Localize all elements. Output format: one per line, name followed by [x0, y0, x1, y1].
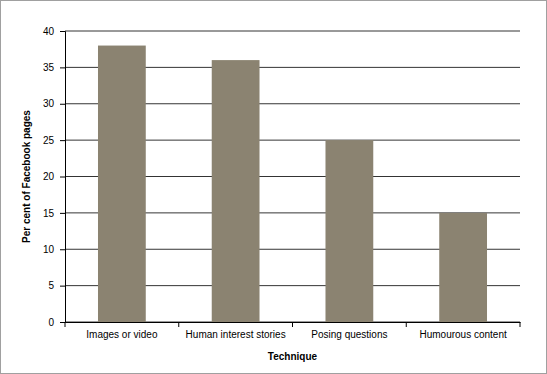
y-tick-label: 0 — [48, 317, 54, 328]
y-tick: 25 — [43, 135, 65, 146]
y-tick: 5 — [48, 280, 65, 291]
y-tick: 0 — [48, 317, 65, 328]
x-tick-label: Posing questions — [311, 329, 387, 340]
x-separator — [406, 322, 407, 327]
x-separator — [520, 322, 521, 327]
y-tick-mark — [60, 104, 65, 105]
x-tick: Humourous content — [419, 322, 506, 340]
x-axis-title: Technique — [268, 351, 318, 362]
y-tick-label: 10 — [43, 244, 55, 255]
x-separator — [65, 322, 66, 327]
x-tick: Posing questions — [311, 322, 387, 340]
y-tick-label: 25 — [43, 135, 55, 146]
y-tick-label: 20 — [43, 171, 55, 182]
y-tick-mark — [60, 286, 65, 287]
bar — [439, 213, 487, 322]
bar — [212, 60, 260, 322]
chart: 0 5 10 15 20 25 30 35 40 Images or video Human int… — [0, 0, 547, 374]
y-tick-label: 35 — [43, 62, 55, 73]
y-tick-mark — [60, 67, 65, 68]
x-axis: Images or video Human interest stories Pos… — [66, 322, 521, 340]
x-separators — [65, 322, 520, 327]
frame — [1, 1, 547, 374]
y-tick: 15 — [43, 208, 65, 219]
grid-line — [65, 31, 520, 32]
y-tick-mark — [60, 322, 65, 323]
y-tick: 30 — [43, 98, 65, 109]
x-separator — [292, 322, 293, 327]
y-tick-label: 40 — [43, 26, 55, 37]
y-tick-mark — [60, 177, 65, 178]
y-axis: 0 5 10 15 20 25 30 35 40 — [43, 26, 66, 328]
bar — [98, 46, 146, 322]
y-tick-label: 5 — [48, 280, 54, 291]
y-tick-mark — [60, 249, 65, 250]
x-tick-label: Images or video — [86, 329, 158, 340]
y-axis-line — [60, 32, 66, 323]
x-separator — [178, 322, 179, 327]
x-tick-label: Human interest stories — [186, 329, 286, 340]
x-tick: Human interest stories — [186, 322, 286, 340]
y-tick-mark — [60, 213, 65, 214]
y-tick: 35 — [43, 62, 65, 73]
y-tick-mark — [60, 31, 65, 32]
y-axis-title: Per cent of Facebook pages — [21, 110, 32, 243]
y-tick-mark — [60, 140, 65, 141]
y-tick: 10 — [43, 244, 65, 255]
y-tick: 20 — [43, 171, 65, 182]
x-tick-label: Humourous content — [419, 329, 506, 340]
bar — [325, 140, 373, 322]
y-tick-label: 30 — [43, 98, 55, 109]
y-tick-label: 15 — [43, 208, 55, 219]
x-tick: Images or video — [86, 322, 158, 340]
y-tick: 40 — [43, 26, 65, 37]
plot: 0 5 10 15 20 25 30 35 40 Images or video Human int… — [43, 26, 521, 340]
bars — [98, 46, 487, 322]
grid — [65, 31, 520, 322]
